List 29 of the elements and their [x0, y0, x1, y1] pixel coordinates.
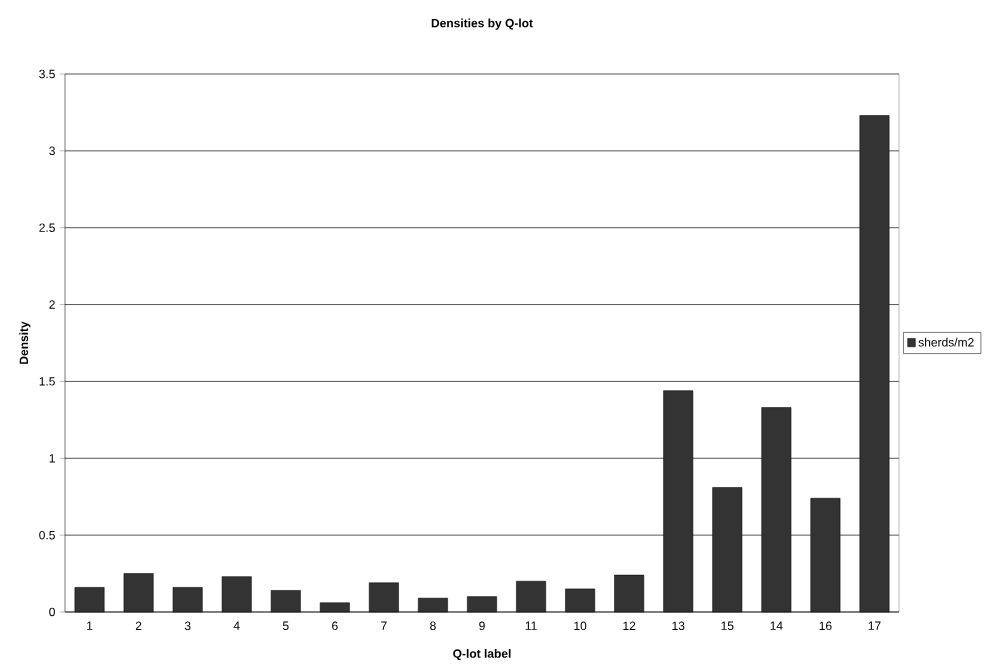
x-tick-label: 11: [525, 621, 537, 630]
x-tick-label: 2: [135, 621, 142, 630]
y-tick-label: 1.5: [39, 377, 55, 386]
x-tick-label: 3: [184, 621, 191, 631]
x-tick-label: 13: [672, 621, 685, 631]
y-tick-label: 2: [49, 300, 55, 309]
y-tick-label: 3: [49, 146, 55, 156]
chart-title: Densities by Q-lot: [431, 18, 533, 30]
x-tick-label: 16: [819, 621, 832, 631]
legend-label: sherds/m2: [918, 337, 974, 347]
y-tick-label: 1: [49, 454, 55, 463]
x-tick-label: 14: [770, 621, 783, 630]
x-tick-label: 1: [87, 621, 93, 630]
y-tick-label: 2.5: [39, 223, 55, 232]
x-tick-label: 4: [233, 621, 240, 630]
x-tick-label: 15: [721, 621, 734, 630]
y-tick-label: 0.5: [39, 530, 55, 540]
y-tick-label: 3.5: [39, 69, 55, 79]
x-tick-label: 17: [868, 621, 881, 630]
x-tick-label: 8: [430, 621, 436, 631]
x-axis-title: Q-lot label: [453, 649, 511, 661]
x-tick-label: 12: [623, 621, 636, 630]
x-tick-label: 5: [282, 621, 289, 630]
y-tick-label: 0: [49, 607, 55, 617]
x-tick-label: 7: [381, 621, 387, 630]
x-tick-label: 10: [574, 621, 587, 631]
x-tick-label: 9: [479, 621, 485, 631]
x-tick-label: 6: [332, 621, 338, 631]
y-axis-title: Density: [19, 321, 31, 364]
